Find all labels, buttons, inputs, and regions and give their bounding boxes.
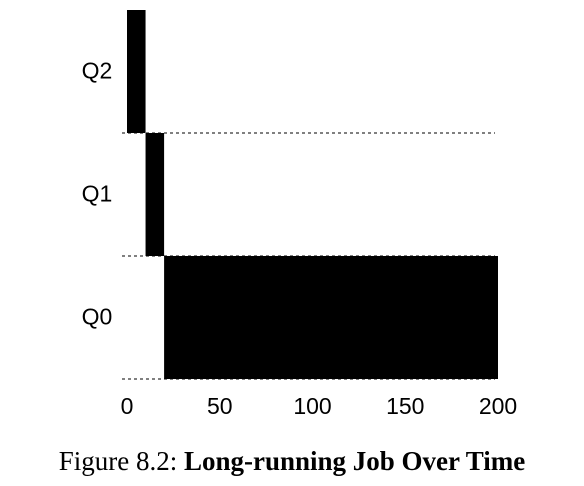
- caption-title: Long-running Job Over Time: [184, 446, 525, 476]
- bar: [127, 10, 146, 133]
- x-tick-label: 50: [207, 393, 233, 419]
- caption: Figure 8.2: Long-running Job Over Time: [59, 446, 526, 476]
- bar: [145, 133, 165, 256]
- x-tick-label: 0: [121, 393, 134, 419]
- caption-label: Figure 8.2:: [59, 446, 178, 476]
- y-category-label: Q2: [82, 58, 113, 84]
- x-tick-label: 100: [293, 393, 331, 419]
- x-tick-label: 150: [386, 393, 424, 419]
- y-category-label: Q1: [82, 181, 113, 207]
- bar: [164, 256, 498, 379]
- y-category-label: Q0: [82, 304, 113, 330]
- x-tick-label: 200: [479, 393, 517, 419]
